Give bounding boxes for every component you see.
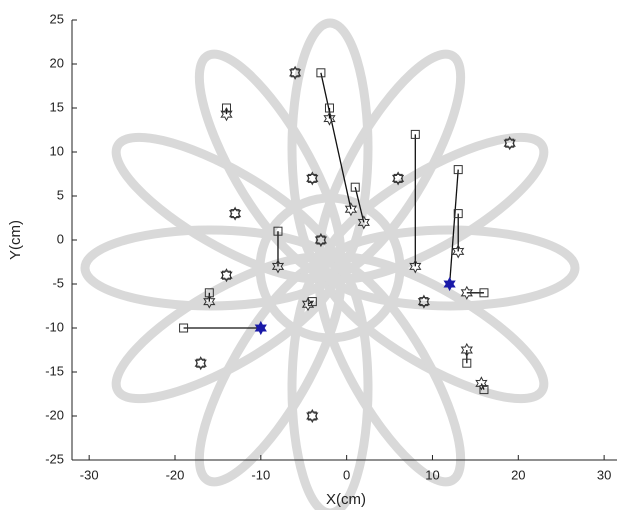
- star-marker: [314, 232, 328, 248]
- square-marker: [179, 323, 189, 333]
- square-marker: [350, 182, 360, 192]
- square-marker: [462, 358, 472, 368]
- square-marker: [453, 165, 463, 175]
- ornament-ring: [255, 193, 405, 343]
- star-marker: [220, 268, 233, 283]
- square-marker: [419, 297, 429, 307]
- star-marker: [194, 356, 207, 371]
- square-marker: [453, 209, 463, 219]
- star-marker: [460, 342, 473, 358]
- star-marker: [203, 294, 216, 309]
- star-marker: [228, 206, 242, 221]
- square-marker: [393, 173, 403, 183]
- square-marker: [204, 288, 214, 298]
- x-tick-label: -20: [166, 467, 185, 482]
- star-marker: [323, 111, 336, 126]
- x-axis-label: X(cm): [326, 491, 366, 508]
- star-marker: [220, 107, 233, 122]
- star-marker: [306, 408, 319, 424]
- square-marker: [479, 288, 489, 298]
- square-marker: [196, 358, 206, 368]
- square-marker: [221, 270, 231, 280]
- star-marker: [417, 294, 431, 309]
- square-marker: [221, 103, 231, 113]
- x-tick-label: 20: [511, 467, 525, 482]
- square-marker: [410, 129, 420, 139]
- y-tick-label: 10: [50, 143, 64, 158]
- star-marker: [475, 376, 488, 391]
- star-marker: [344, 202, 358, 217]
- square-marker: [273, 226, 283, 236]
- square-marker: [479, 385, 489, 395]
- y-tick-label: 15: [50, 99, 64, 114]
- y-tick-label: -10: [45, 319, 64, 334]
- star-marker: [391, 171, 405, 186]
- x-tick-label: -30: [80, 467, 99, 482]
- x-tick-label: -10: [251, 467, 270, 482]
- square-marker: [505, 138, 515, 148]
- square-marker: [307, 173, 317, 183]
- ornament-petal: [194, 49, 346, 279]
- star-marker: [409, 259, 422, 274]
- star-marker: [460, 285, 473, 300]
- square-marker: [307, 411, 317, 421]
- star-marker: [443, 276, 456, 292]
- star-marker: [452, 244, 465, 259]
- connector: [320, 72, 352, 210]
- y-axis-label: Y(cm): [7, 220, 24, 260]
- star-marker: [503, 136, 516, 151]
- y-tick-label: -20: [45, 407, 64, 422]
- y-tick-label: 5: [57, 187, 64, 202]
- x-tick-label: 0: [343, 467, 350, 482]
- y-tick-label: 0: [57, 231, 64, 246]
- connector: [354, 187, 365, 223]
- star-marker: [306, 171, 319, 186]
- y-tick-label: 25: [50, 11, 64, 26]
- star-marker: [301, 297, 315, 312]
- square-marker: [316, 235, 326, 245]
- y-tick-label: -5: [52, 275, 64, 290]
- square-marker: [230, 209, 240, 219]
- y-tick-label: 20: [50, 55, 64, 70]
- square-marker: [290, 68, 300, 78]
- x-tick-label: 30: [597, 467, 611, 482]
- star-marker: [271, 259, 285, 274]
- background-ornament: [80, 18, 580, 510]
- star-marker: [357, 215, 370, 230]
- y-tick-label: -15: [45, 363, 64, 378]
- y-tick-label: -25: [45, 451, 64, 466]
- star-marker: [254, 320, 267, 336]
- x-tick-label: 10: [425, 467, 439, 482]
- square-marker: [316, 68, 326, 78]
- connector: [448, 169, 459, 285]
- star-marker: [289, 65, 302, 80]
